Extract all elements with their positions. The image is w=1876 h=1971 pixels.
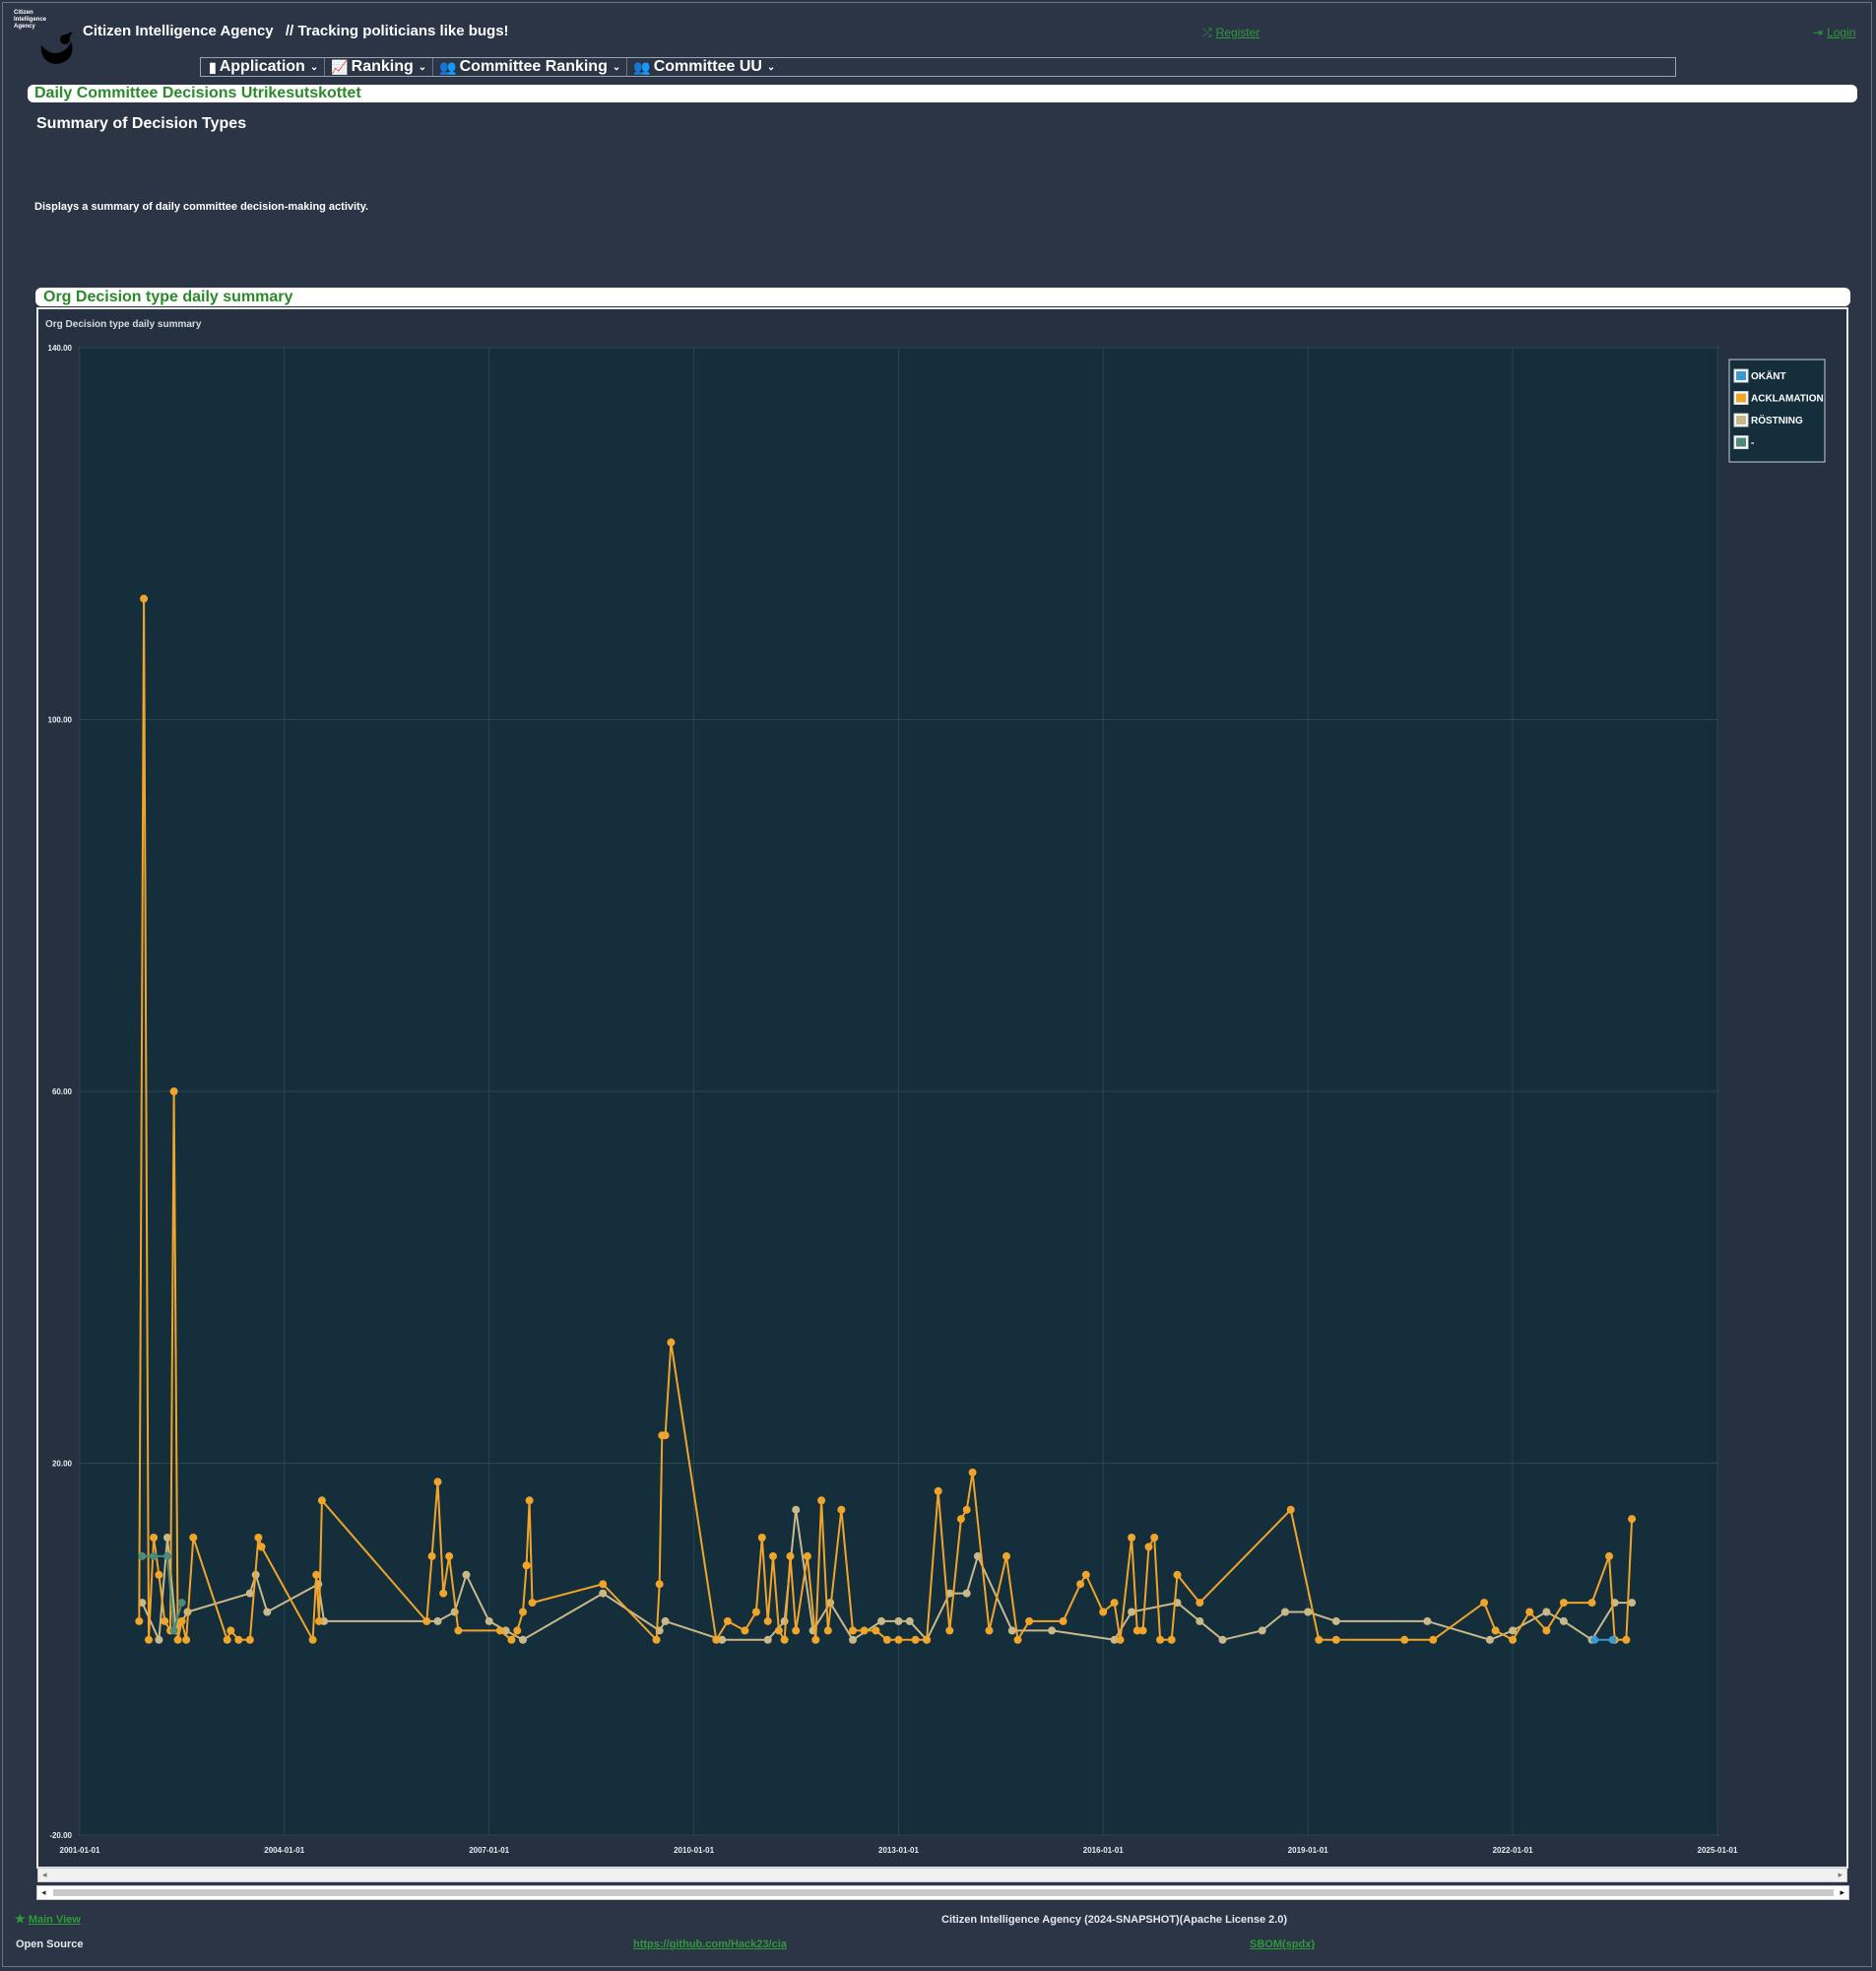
chevron-down-icon: ⌄: [612, 61, 621, 73]
menu-committee-uu[interactable]: 👥 Committee UU ⌄: [627, 58, 781, 76]
scroll-right-icon[interactable]: ▸: [1838, 1870, 1843, 1879]
page-title: Daily Committee Decisions Utrikesutskott…: [28, 85, 1857, 102]
chevron-down-icon: ⌄: [766, 61, 776, 73]
page-horizontal-scrollbar[interactable]: ◂ ▸: [36, 1885, 1849, 1900]
app-title: Citizen Intelligence Agency // Tracking …: [83, 23, 509, 39]
main-view-link[interactable]: ★ Main View: [15, 1912, 81, 1926]
open-source-label: Open Source: [16, 1938, 84, 1950]
section-subheading: Summary of Decision Types: [36, 115, 247, 132]
main-view-label: Main View: [28, 1914, 81, 1926]
chart-caption: Org Decision type daily summary: [45, 319, 202, 330]
chart-panel: [36, 307, 1848, 1869]
menu-label: Committee Ranking: [459, 58, 608, 75]
menu-ranking[interactable]: 📈 Ranking ⌄: [325, 58, 434, 76]
document-icon: ▮: [209, 58, 217, 75]
register-link[interactable]: ⤮ Register: [1202, 26, 1260, 40]
menu-committee-ranking[interactable]: 👥 Committee Ranking ⌄: [433, 58, 628, 76]
shuffle-icon: ⤮: [1202, 26, 1212, 39]
users-icon: 👥: [633, 58, 651, 75]
register-label: Register: [1215, 26, 1261, 39]
main-menu-bar: ▮ Application ⌄ 📈 Ranking ⌄ 👥 Committee …: [200, 57, 1676, 77]
app-logo[interactable]: Citizen Intelligence Agency: [14, 10, 79, 71]
menu-application[interactable]: ▮ Application ⌄: [201, 58, 326, 76]
logo-icon: [40, 32, 73, 64]
section-description: Displays a summary of daily committee de…: [34, 201, 369, 213]
users-icon: 👥: [439, 58, 457, 75]
star-icon: ★: [15, 1912, 26, 1926]
menu-label: Ranking: [351, 58, 414, 75]
logo-text: Citizen Intelligence Agency: [14, 10, 47, 30]
scroll-left-icon[interactable]: ◂: [41, 1887, 46, 1897]
scroll-right-icon[interactable]: ▸: [1840, 1887, 1844, 1897]
chevron-down-icon: ⌄: [418, 61, 427, 73]
chart-line-icon: 📈: [331, 58, 349, 75]
sbom-link[interactable]: SBOM(spdx): [1250, 1938, 1315, 1950]
footer-copyright: Citizen Intelligence Agency (2024-SNAPSH…: [941, 1914, 1288, 1926]
menu-label: Application: [219, 58, 305, 75]
app-tagline: // Tracking politicians like bugs!: [285, 23, 509, 39]
login-link[interactable]: ⇥ Login: [1813, 26, 1855, 39]
chart-horizontal-scrollbar[interactable]: ◂ ▸: [37, 1868, 1847, 1882]
login-label: Login: [1827, 26, 1856, 39]
chevron-down-icon: ⌄: [309, 61, 319, 73]
github-link[interactable]: https://github.com/Hack23/cia: [633, 1938, 787, 1950]
sign-in-icon: ⇥: [1813, 26, 1824, 39]
chart-section-title: Org Decision type daily summary: [35, 288, 1850, 306]
app-name: Citizen Intelligence Agency: [83, 23, 274, 39]
scroll-left-icon[interactable]: ◂: [42, 1870, 47, 1879]
menu-label: Committee UU: [653, 58, 762, 75]
scrollbar-thumb[interactable]: [53, 1889, 1834, 1896]
